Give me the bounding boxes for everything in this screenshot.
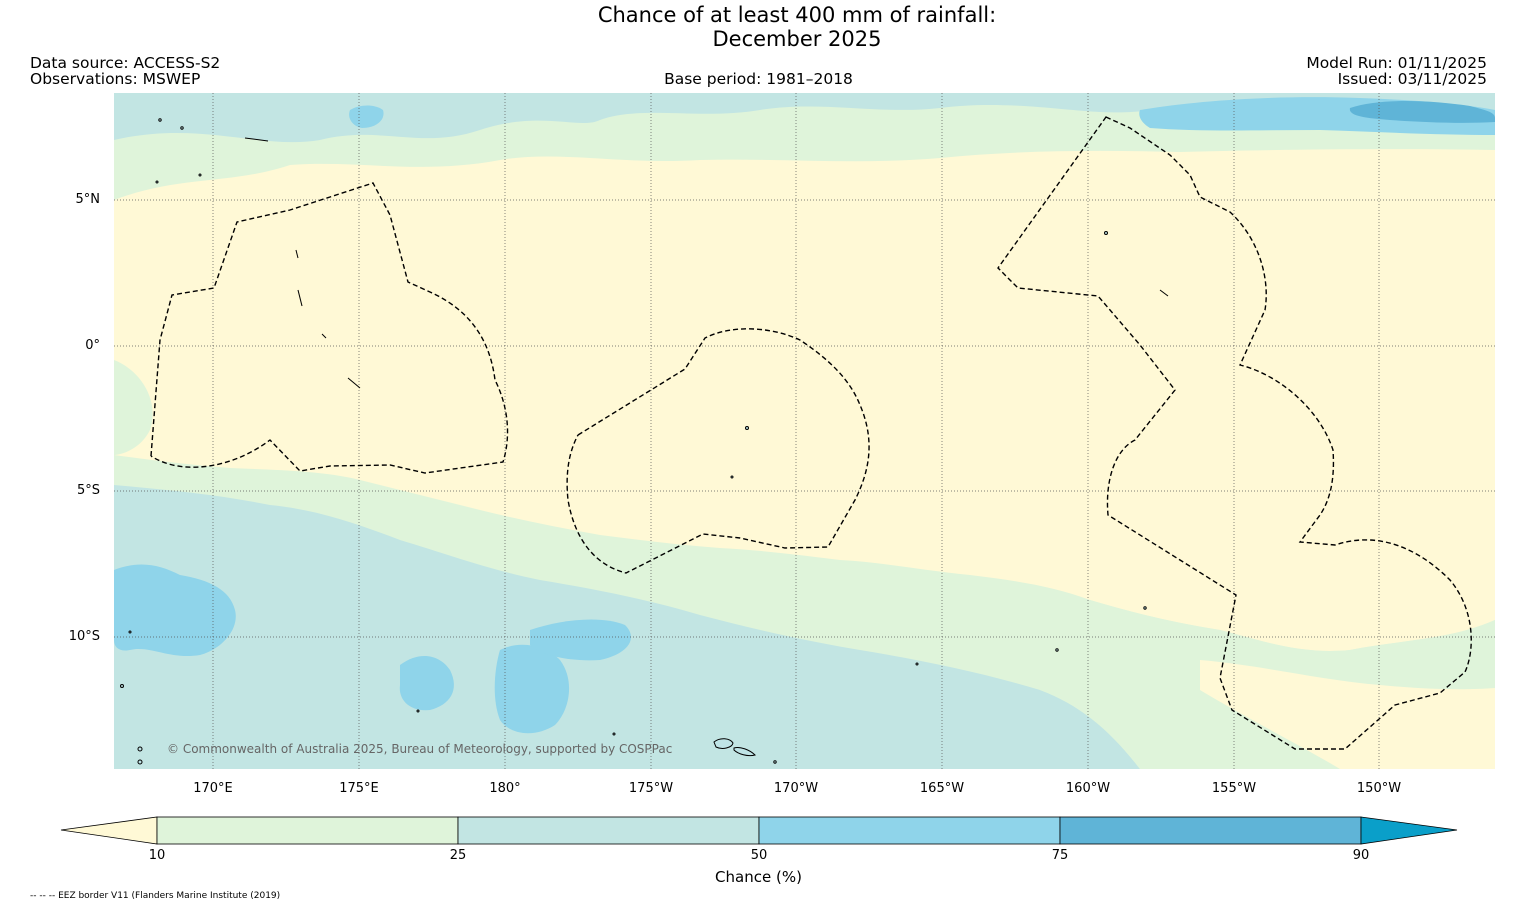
- colorbar-gt90-arrow: [1360, 816, 1458, 845]
- island-11: [730, 475, 734, 479]
- eez-border-kiribati-line: [997, 116, 1472, 750]
- title-line-2: December 2025: [712, 27, 882, 51]
- colorbar-25-50: [457, 816, 760, 845]
- band-25-50-north: [114, 93, 1495, 143]
- band-50-75-south-1: [399, 655, 454, 711]
- lon-label-175w: 175°W: [628, 781, 674, 796]
- island-3: [244, 137, 269, 142]
- title-line-1: Chance of at least 400 mm of rainfall:: [597, 3, 997, 27]
- colorbar-lt10-arrow: [60, 816, 158, 845]
- band-50-75-sw: [114, 564, 236, 657]
- island-16: [120, 684, 124, 688]
- island-17: [137, 746, 143, 752]
- lon-label-150w: 150°W: [1356, 781, 1402, 796]
- island-14: [1143, 606, 1147, 610]
- island-15: [1055, 648, 1059, 652]
- lon-label-170w: 170°W: [773, 781, 819, 796]
- island-21: [612, 732, 616, 736]
- island-20: [416, 709, 420, 713]
- lon-label-175e: 175°E: [339, 781, 379, 796]
- colorbar-tick-75: 75: [1051, 848, 1069, 863]
- colorbar-50-75: [758, 816, 1061, 845]
- band-50-75-north-1: [349, 105, 384, 128]
- island-6: [295, 249, 299, 259]
- map-title: Chance of at least 400 mm of rainfall: D…: [0, 3, 1517, 51]
- data-source-text: Data source: ACCESS-S2: [30, 54, 221, 72]
- band-50-75-south-3: [530, 619, 631, 661]
- lon-label-170e: 170°E: [193, 781, 233, 796]
- island-7: [297, 289, 303, 307]
- island-samoa-2: [733, 747, 756, 757]
- source-info: Data source: ACCESS-S2 Observations: MSW…: [30, 55, 220, 87]
- islands: [120, 118, 1169, 765]
- band-lt10-south-east: [1200, 660, 1495, 769]
- band-50-75-south-2: [494, 644, 570, 734]
- island-8: [321, 333, 327, 339]
- probability-field: [114, 93, 1495, 769]
- island-1: [158, 118, 162, 122]
- lon-label-160w: 160°W: [1065, 781, 1111, 796]
- band-75-90-north-east: [1349, 101, 1495, 123]
- lon-label-165w: 165°W: [919, 781, 965, 796]
- colorbar-tick-10: 10: [148, 848, 166, 863]
- model-run-text: Model Run: 01/11/2025: [1306, 54, 1487, 72]
- lat-label-5s: 5°S: [76, 483, 100, 498]
- run-info: Model Run: 01/11/2025 Issued: 03/11/2025: [1306, 55, 1487, 87]
- band-10-25-west-lobe: [114, 360, 153, 455]
- island-23: [915, 662, 919, 666]
- band-lt10-core: [114, 149, 1495, 651]
- colorbar-tick-50: 50: [750, 848, 768, 863]
- island-4: [198, 173, 202, 177]
- lat-label-0: 0°: [85, 338, 100, 353]
- colorbar-label: Chance (%): [715, 868, 802, 886]
- island-12: [1159, 289, 1169, 297]
- island-13: [1104, 231, 1108, 235]
- island-10: [745, 426, 749, 430]
- island-22: [773, 760, 777, 764]
- lon-label-180: 180°: [489, 781, 521, 796]
- lat-label-10s: 10°S: [68, 629, 100, 644]
- island-19: [128, 630, 132, 634]
- eez-borders: [150, 116, 1472, 750]
- base-period-text: Base period: 1981–2018: [664, 70, 853, 88]
- eez-border-kiribati-gilberts: [150, 182, 509, 474]
- island-5: [155, 180, 159, 184]
- colorbar-tick-25: 25: [449, 848, 467, 863]
- colorbar-tick-90: 90: [1352, 848, 1370, 863]
- lat-label-5n: 5°N: [75, 192, 101, 207]
- island-9: [347, 377, 361, 389]
- lon-label-155w: 155°W: [1211, 781, 1257, 796]
- band-25-50-south: [114, 485, 1140, 769]
- island-samoa-1: [713, 738, 734, 749]
- copyright-notice: © Commonwealth of Australia 2025, Bureau…: [167, 742, 673, 756]
- observations-text: Observations: MSWEP: [30, 70, 201, 88]
- eez-border-kiribati-phoenix: [566, 328, 870, 574]
- graticule: [114, 93, 1495, 769]
- issued-text: Issued: 03/11/2025: [1337, 70, 1487, 88]
- colorbar-75-90: [1059, 816, 1362, 845]
- colorbar: [60, 816, 1458, 845]
- colorbar-10-25: [156, 816, 459, 845]
- island-18: [137, 759, 143, 765]
- eez-footnote: -- -- -- EEZ border V11 (Flanders Marine…: [30, 891, 281, 901]
- island-2: [180, 126, 184, 130]
